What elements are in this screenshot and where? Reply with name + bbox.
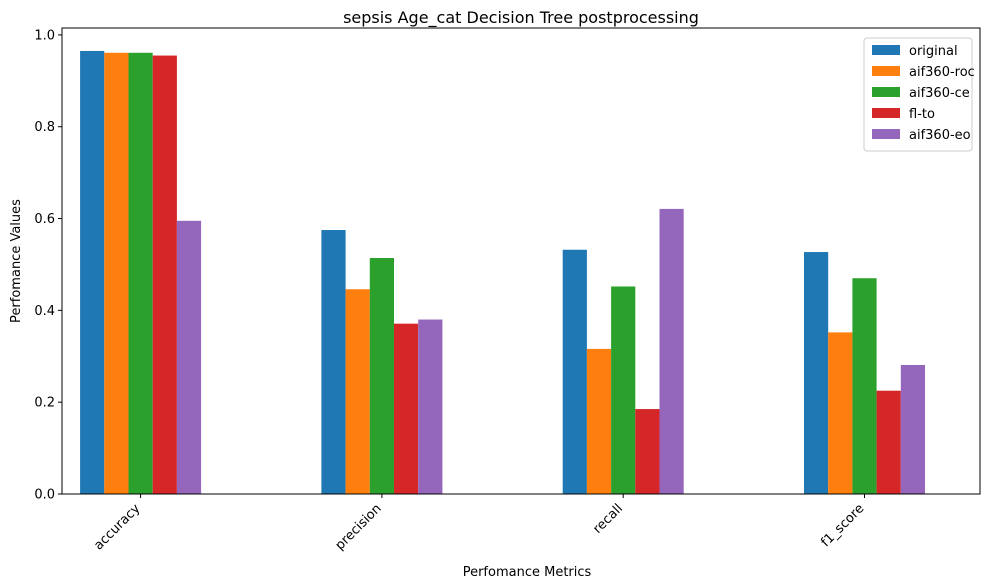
- bar-aif360-ce-accuracy: [128, 52, 153, 494]
- bar-aif360-roc-precision: [345, 289, 370, 494]
- bar-original-precision: [321, 230, 346, 494]
- legend-label-aif360-roc: aif360-roc: [909, 65, 975, 80]
- bar-original-accuracy: [80, 50, 105, 495]
- legend-swatch-aif360-ce: [872, 87, 900, 97]
- bar-fl-to-f1_score: [876, 390, 901, 494]
- legend-label-aif360-eo: aif360-eo: [909, 128, 971, 143]
- legend-label-original: original: [909, 44, 958, 59]
- bar-aif360-eo-f1_score: [900, 364, 925, 494]
- x-tick-label: f1_score: [818, 501, 867, 550]
- legend-swatch-aif360-roc: [872, 66, 900, 76]
- bar-aif360-roc-recall: [586, 348, 612, 494]
- x-tick-label: precision: [333, 501, 385, 553]
- bar-original-f1_score: [804, 252, 829, 494]
- bars-group: [80, 50, 925, 495]
- legend-label-fl-to: fl-to: [909, 107, 935, 122]
- legend-swatch-aif360-eo: [872, 129, 900, 139]
- y-axis-ticks: 0.0 0.2 0.4 0.6 0.8 1.0: [34, 28, 62, 503]
- legend-swatch-fl-to: [872, 108, 900, 118]
- legend: original aif360-roc aif360-ce fl-to aif360-e…: [863, 37, 975, 152]
- bar-fl-to-precision: [394, 323, 419, 494]
- plot-frame: [61, 27, 981, 495]
- y-tick-label: 0.6: [34, 212, 55, 227]
- chart-title: sepsis Age_cat Decision Tree postprocess…: [343, 8, 699, 28]
- bar-aif360-ce-f1_score: [852, 278, 877, 494]
- x-tick-label: accuracy: [91, 501, 143, 553]
- bar-aif360-eo-recall: [659, 208, 684, 494]
- y-axis-label: Perfomance Values: [9, 199, 24, 323]
- legend-swatch-original: [872, 45, 900, 55]
- bar-fl-to-recall: [635, 409, 660, 494]
- bar-original-recall: [562, 249, 587, 494]
- y-tick-label: 0.8: [34, 120, 55, 135]
- bar-aif360-ce-recall: [611, 286, 636, 494]
- y-tick-label: 0.0: [34, 488, 55, 503]
- legend-label-aif360-ce: aif360-ce: [909, 86, 970, 101]
- bar-aif360-ce-precision: [369, 258, 394, 494]
- bar-aif360-eo-accuracy: [176, 220, 202, 494]
- bar-aif360-eo-precision: [418, 319, 443, 494]
- y-tick-label: 1.0: [34, 28, 55, 43]
- x-axis-ticks: accuracy precision recall f1_score: [91, 494, 867, 553]
- x-tick-label: recall: [590, 501, 626, 537]
- y-tick-label: 0.4: [34, 304, 55, 319]
- bar-aif360-roc-f1_score: [828, 332, 853, 494]
- x-axis-label: Perfomance Metrics: [463, 565, 592, 580]
- bar-fl-to-accuracy: [152, 55, 177, 495]
- bar-aif360-roc-accuracy: [104, 52, 129, 494]
- y-tick-label: 0.2: [34, 396, 55, 411]
